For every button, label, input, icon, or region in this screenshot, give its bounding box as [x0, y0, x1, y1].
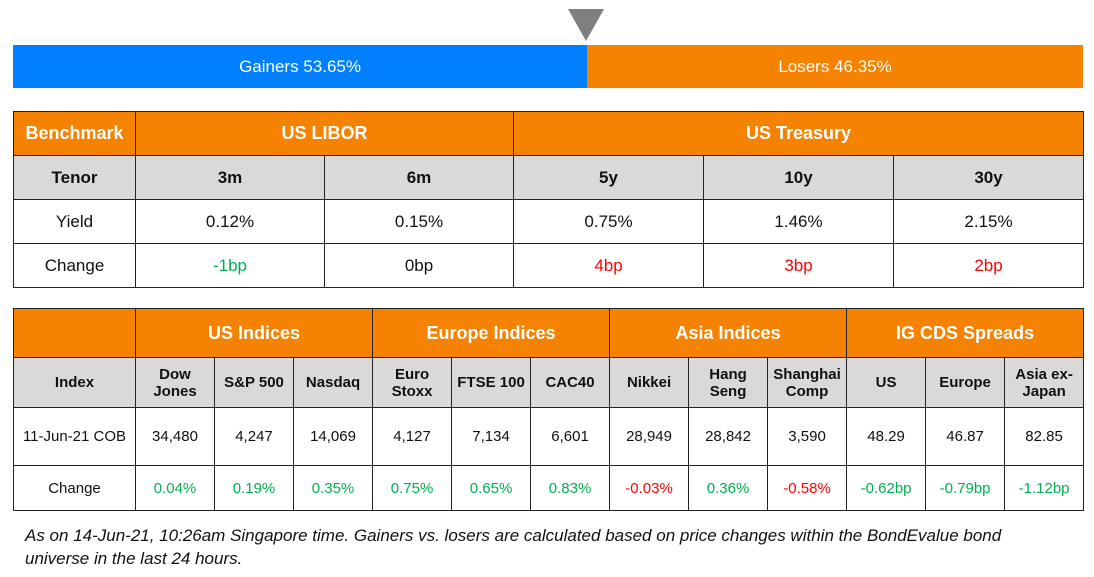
- tenor-header: 10y: [703, 155, 895, 200]
- group-header: IG CDS Spreads: [846, 308, 1085, 358]
- index-change-cell: 0.35%: [292, 465, 374, 511]
- index-value-cell: 46.87: [925, 407, 1006, 466]
- index-value-cell: 6,601: [530, 407, 611, 466]
- yield-cell: 2.15%: [893, 199, 1085, 244]
- change-cell: 2bp: [893, 243, 1085, 288]
- marker-triangle-icon: [568, 9, 604, 41]
- index-name-header: CAC40: [530, 357, 611, 408]
- change-cell: 3bp: [703, 243, 895, 288]
- gainers-losers-bar: Gainers 53.65% Losers 46.35%: [13, 45, 1083, 88]
- index-name-header: Nikkei: [609, 357, 690, 408]
- yield-cell: 0.12%: [135, 199, 325, 244]
- index-value-cell: 4,127: [372, 407, 453, 466]
- tenor-header: 5y: [513, 155, 705, 200]
- index-name-header: Dow Jones: [135, 357, 215, 408]
- index-name-header: Hang Seng: [688, 357, 769, 408]
- group-header: Europe Indices: [372, 308, 611, 358]
- index-label: Index: [13, 357, 136, 408]
- index-name-header: Shanghai Comp: [767, 357, 848, 408]
- yield-cell: 1.46%: [703, 199, 895, 244]
- index-change-cell: 0.65%: [451, 465, 532, 511]
- change-cell: -1bp: [135, 243, 325, 288]
- index-value-cell: 7,134: [451, 407, 532, 466]
- group-header: US Treasury: [513, 111, 1085, 156]
- index-change-cell: 0.19%: [214, 465, 294, 511]
- losers-segment: Losers 46.35%: [587, 45, 1083, 88]
- change-label: Change: [13, 243, 136, 288]
- index-name-header: Asia ex-Japan: [1004, 357, 1085, 408]
- tenor-header: 3m: [135, 155, 325, 200]
- footnote: As on 14-Jun-21, 10:26am Singapore time.…: [25, 526, 1002, 568]
- index-change-cell: 0.36%: [688, 465, 769, 511]
- change-label: Change: [13, 465, 136, 511]
- yield-cell: 0.15%: [323, 199, 515, 244]
- index-name-header: Europe: [925, 357, 1006, 408]
- index-value-cell: 4,247: [214, 407, 294, 466]
- index-change-cell: -0.58%: [767, 465, 848, 511]
- index-change-cell: -0.03%: [609, 465, 690, 511]
- index-change-cell: 0.04%: [135, 465, 215, 511]
- indices-table: US Indices Europe Indices Asia Indices I…: [13, 308, 1085, 511]
- index-value-cell: 28,949: [609, 407, 690, 466]
- index-value-cell: 82.85: [1004, 407, 1085, 466]
- index-change-cell: 0.75%: [372, 465, 453, 511]
- index-value-cell: 48.29: [846, 407, 927, 466]
- change-cell: 0bp: [323, 243, 515, 288]
- rates-table: Benchmark US LIBOR US Treasury Tenor 3m …: [13, 111, 1085, 288]
- group-header: US Indices: [134, 308, 374, 358]
- index-change-cell: -1.12bp: [1004, 465, 1085, 511]
- group-header: Asia Indices: [609, 308, 848, 358]
- index-name-header: S&P 500: [214, 357, 294, 408]
- index-name-header: Nasdaq: [292, 357, 374, 408]
- index-value-cell: 34,480: [135, 407, 215, 466]
- index-name-header: FTSE 100: [451, 357, 532, 408]
- corner-cell: [13, 308, 136, 358]
- index-name-header: Euro Stoxx: [372, 357, 453, 408]
- change-cell: 4bp: [513, 243, 705, 288]
- tenor-label: Tenor: [13, 155, 136, 200]
- index-change-cell: 0.83%: [530, 465, 611, 511]
- yield-label: Yield: [13, 199, 136, 244]
- tenor-header: 6m: [323, 155, 515, 200]
- benchmark-header: Benchmark: [13, 111, 136, 156]
- tenor-header: 30y: [893, 155, 1085, 200]
- index-value-cell: 28,842: [688, 407, 769, 466]
- index-change-cell: -0.79bp: [925, 465, 1006, 511]
- index-change-cell: -0.62bp: [846, 465, 927, 511]
- group-header: US LIBOR: [134, 111, 515, 156]
- index-value-cell: 3,590: [767, 407, 848, 466]
- gainers-segment: Gainers 53.65%: [13, 45, 588, 88]
- date-label: 11-Jun-21 COB: [13, 407, 136, 466]
- index-value-cell: 14,069: [292, 407, 374, 466]
- yield-cell: 0.75%: [513, 199, 705, 244]
- index-name-header: US: [846, 357, 927, 408]
